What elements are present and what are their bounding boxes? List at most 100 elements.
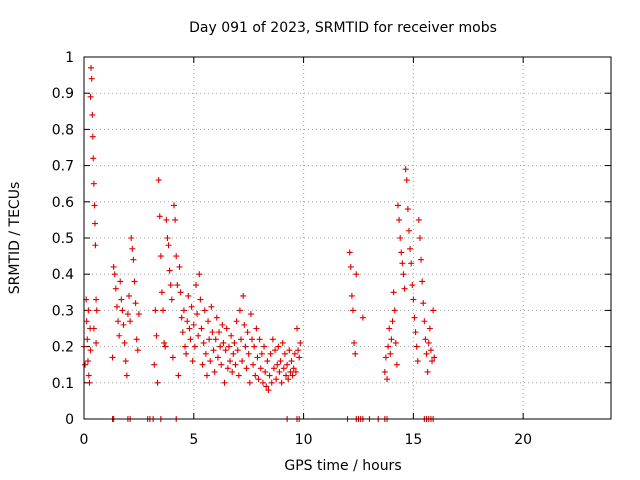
data-point <box>268 379 275 386</box>
data-point <box>279 339 286 346</box>
gridlines <box>84 57 611 419</box>
data-point <box>382 354 389 361</box>
data-point <box>293 325 300 332</box>
data-point <box>254 354 261 361</box>
axis-ticks: 00.10.20.30.40.50.60.70.80.910 5 10 15 20 <box>52 50 611 448</box>
data-point <box>212 336 219 343</box>
data-point <box>297 339 304 346</box>
data-point <box>420 300 427 307</box>
data-point <box>398 249 405 256</box>
chart-title: Day 091 of 2023, SRMTID for receiver mob… <box>189 20 497 36</box>
data-point <box>239 358 246 365</box>
data-point <box>88 75 95 82</box>
data-point <box>84 358 91 365</box>
data-point <box>407 245 414 252</box>
data-point <box>203 372 210 379</box>
data-point <box>120 321 127 328</box>
data-point <box>164 235 171 241</box>
data-point <box>241 321 248 328</box>
data-point <box>184 318 191 325</box>
data-point <box>171 202 178 209</box>
data-point <box>388 336 395 343</box>
x-tick-label: 10 <box>295 432 313 448</box>
data-point <box>179 329 186 336</box>
data-point <box>165 242 172 249</box>
data-point <box>115 318 122 325</box>
data-point <box>85 372 92 379</box>
data-point <box>421 318 428 325</box>
data-point <box>346 249 353 256</box>
data-point <box>272 347 279 354</box>
data-point <box>227 358 234 365</box>
data-point <box>190 321 197 328</box>
data-point <box>156 213 163 220</box>
data-point <box>209 329 216 336</box>
data-point <box>221 379 228 386</box>
data-point <box>130 256 137 263</box>
data-point <box>402 166 409 173</box>
data-point <box>250 361 257 368</box>
data-point <box>390 289 397 296</box>
y-tick-label: 0.7 <box>52 159 74 175</box>
data-point <box>415 216 422 223</box>
y-tick-label: 0.6 <box>52 195 74 211</box>
data-point <box>161 339 168 346</box>
data-point <box>267 350 274 357</box>
data-point <box>258 350 265 357</box>
data-point <box>222 347 229 354</box>
data-point <box>198 325 205 332</box>
data-point <box>157 253 164 260</box>
data-point <box>264 358 271 365</box>
data-point <box>296 354 303 361</box>
data-point <box>419 278 426 285</box>
data-point <box>400 271 407 278</box>
data-point <box>347 263 354 270</box>
data-point <box>353 271 360 278</box>
data-point <box>251 343 258 350</box>
data-point <box>182 343 189 350</box>
data-point <box>235 372 242 379</box>
data-point <box>194 311 201 318</box>
data-point <box>218 361 225 368</box>
data-point <box>247 311 254 318</box>
data-point <box>413 343 420 350</box>
data-point <box>231 339 238 346</box>
data-point <box>118 296 125 303</box>
data-point <box>93 339 100 346</box>
data-point <box>253 325 260 332</box>
data-point <box>89 111 96 118</box>
data-point <box>262 368 269 375</box>
data-point <box>416 235 423 241</box>
data-point <box>259 379 266 386</box>
data-point <box>219 321 226 328</box>
data-point <box>232 361 239 368</box>
data-point <box>288 358 295 365</box>
data-point <box>109 354 116 361</box>
data-point <box>224 365 231 372</box>
data-point <box>177 289 184 296</box>
data-point <box>112 285 119 292</box>
data-point <box>274 361 281 368</box>
data-point <box>283 372 290 379</box>
data-point <box>152 307 159 314</box>
data-point <box>391 307 398 314</box>
data-point <box>228 332 235 339</box>
data-point <box>116 332 123 339</box>
data-point <box>90 180 97 187</box>
data-point <box>285 376 292 383</box>
data-point <box>90 155 97 162</box>
data-point <box>86 379 93 386</box>
data-point <box>384 376 391 383</box>
data-point <box>155 177 162 184</box>
data-point <box>423 350 430 357</box>
data-point <box>225 343 232 350</box>
data-point <box>180 307 187 314</box>
data-point <box>408 260 415 267</box>
data-point <box>93 307 100 314</box>
data-point <box>424 368 431 375</box>
data-point <box>91 220 98 227</box>
data-point <box>395 202 402 209</box>
data-point <box>278 379 285 386</box>
data-point <box>246 379 253 386</box>
